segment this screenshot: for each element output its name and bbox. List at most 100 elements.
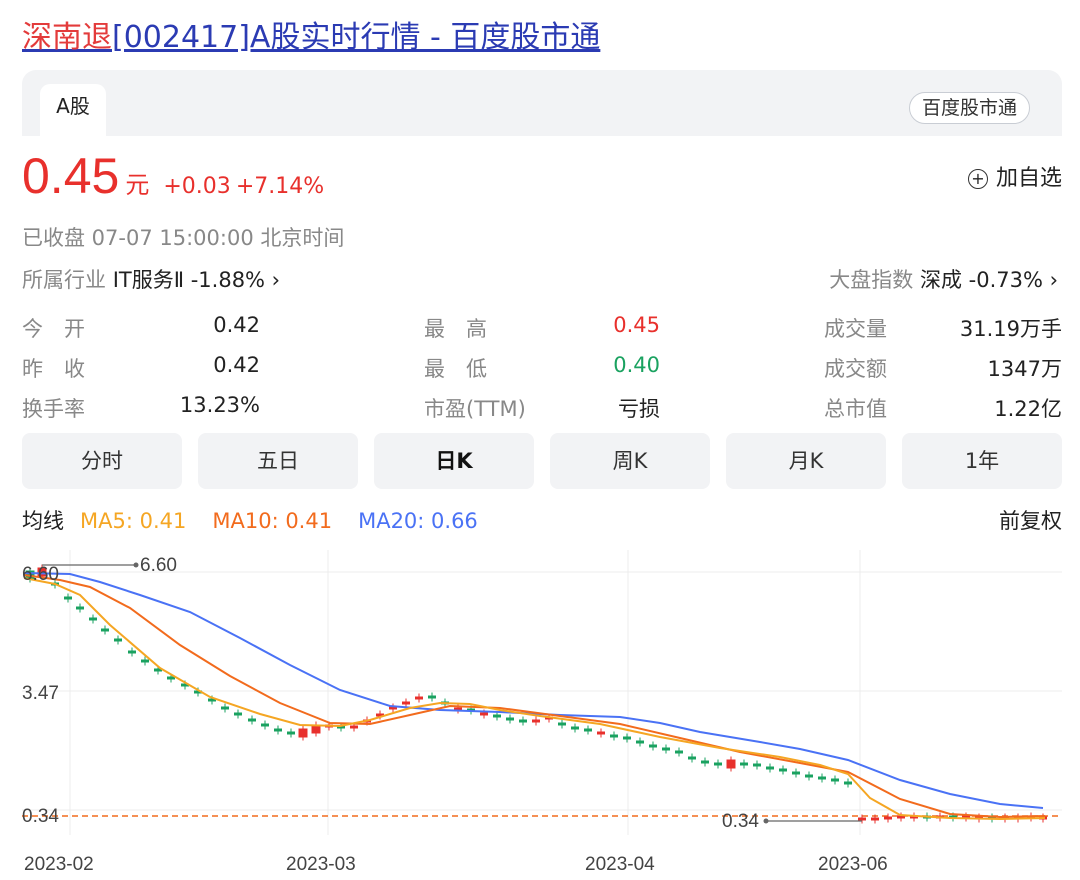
candle bbox=[675, 750, 683, 754]
candle bbox=[298, 728, 308, 738]
grid bbox=[22, 550, 1062, 835]
high-annotation-dot bbox=[133, 562, 139, 568]
candle bbox=[962, 815, 970, 819]
prev-close-label: 昨 收 bbox=[22, 357, 85, 381]
candle bbox=[910, 815, 918, 819]
volume-label: 成交量 bbox=[824, 317, 887, 341]
pe-value: 亏损 bbox=[618, 397, 660, 421]
forward-adjust-toggle[interactable]: 前复权 bbox=[999, 509, 1062, 533]
plus-circle-icon: + bbox=[967, 169, 988, 189]
candle bbox=[493, 714, 501, 718]
ma10-line bbox=[23, 574, 1046, 819]
candle bbox=[454, 707, 462, 711]
candle bbox=[208, 698, 216, 702]
candle bbox=[64, 596, 72, 600]
tab-a-share[interactable]: A股 bbox=[40, 84, 106, 136]
tab-intraday[interactable]: 分时 bbox=[22, 433, 182, 489]
add-favorite-label: 加自选 bbox=[995, 166, 1062, 191]
candle bbox=[274, 728, 282, 732]
candle bbox=[37, 567, 47, 577]
tab-one-year[interactable]: 1年 bbox=[902, 433, 1062, 489]
candle bbox=[871, 817, 879, 821]
market-value: 深成 -0.73% › bbox=[919, 268, 1058, 292]
candle bbox=[844, 781, 852, 785]
tab-daily-k[interactable]: 日K bbox=[374, 433, 534, 489]
low-value: 0.40 bbox=[613, 353, 660, 377]
add-favorite-button[interactable]: + 加自选 bbox=[967, 160, 1062, 192]
candle bbox=[649, 744, 657, 748]
candle bbox=[532, 719, 540, 723]
candle bbox=[101, 628, 109, 632]
candle bbox=[753, 763, 761, 767]
candle bbox=[571, 726, 579, 730]
ma5-line bbox=[23, 577, 1046, 821]
candle bbox=[194, 690, 202, 694]
stock-name[interactable]: 深南退 bbox=[22, 20, 112, 55]
candle bbox=[831, 778, 839, 782]
candle bbox=[740, 762, 748, 766]
industry-value: IT服务Ⅱ -1.88% › bbox=[112, 268, 281, 292]
candle bbox=[89, 617, 97, 621]
amount-value: 1347万 bbox=[987, 357, 1062, 381]
candle bbox=[167, 676, 175, 680]
candle bbox=[714, 762, 722, 766]
candle bbox=[350, 725, 358, 729]
candle bbox=[884, 816, 892, 820]
title-rest[interactable]: [002417]A股实时行情 - 百度股市通 bbox=[112, 20, 601, 55]
period-tabs: 分时 五日 日K 周K 月K 1年 bbox=[22, 433, 1062, 489]
x-tick-label: 2023-06 bbox=[818, 854, 888, 875]
high-annotation-label: 6.60 bbox=[140, 555, 177, 576]
high-label: 最 高 bbox=[424, 317, 487, 341]
candle bbox=[480, 712, 488, 716]
candle bbox=[181, 683, 189, 687]
price-change: +0.03 bbox=[163, 174, 231, 199]
candle bbox=[467, 708, 475, 712]
candle bbox=[818, 776, 826, 780]
pe-label: 市盈(TTM) bbox=[424, 397, 526, 421]
ma20-value: MA20: 0.66 bbox=[358, 509, 478, 533]
candle bbox=[128, 650, 136, 654]
x-tick-label: 2023-02 bbox=[24, 854, 94, 875]
price-change-pct: +7.14% bbox=[235, 174, 325, 199]
ma-label: 均线 bbox=[22, 509, 64, 533]
baidu-stock-pill[interactable]: 百度股市通 bbox=[908, 92, 1030, 124]
tab-weekly-k[interactable]: 周K bbox=[550, 433, 710, 489]
ma-legend: 均线 MA5: 0.41 MA10: 0.41 MA20: 0.66 bbox=[22, 505, 504, 535]
candle bbox=[337, 725, 345, 729]
price-unit: 元 bbox=[125, 171, 150, 199]
candle bbox=[114, 638, 122, 642]
ma5-value: MA5: 0.41 bbox=[80, 509, 187, 533]
x-tick-label: 2023-03 bbox=[286, 854, 356, 875]
candle bbox=[792, 771, 800, 775]
market-status: 已收盘 07-07 15:00:00 北京时间 bbox=[22, 226, 345, 250]
industry-link[interactable]: 所属行业 IT服务Ⅱ -1.88% › bbox=[22, 264, 280, 294]
candle bbox=[415, 696, 423, 700]
candle bbox=[805, 774, 813, 778]
candle bbox=[428, 695, 436, 699]
candle bbox=[389, 706, 397, 710]
tab-monthly-k[interactable]: 月K bbox=[726, 433, 886, 489]
candle bbox=[402, 701, 410, 705]
kline-chart: 6.60 3.47 0.34 2023-02 2023-03 2023-04 2… bbox=[22, 550, 1062, 875]
industry-label: 所属行业 bbox=[22, 268, 106, 292]
candle bbox=[779, 768, 787, 772]
candle bbox=[897, 815, 905, 819]
turnover-label: 换手率 bbox=[22, 397, 85, 421]
candle bbox=[726, 759, 736, 769]
low-label: 最 低 bbox=[424, 357, 487, 381]
candle bbox=[234, 712, 242, 716]
candle bbox=[311, 724, 321, 734]
low-annotation-label: 0.34 bbox=[722, 811, 759, 832]
candle bbox=[858, 817, 866, 821]
price-block: 0.45 元 +0.03 +7.14% bbox=[22, 146, 324, 206]
candle bbox=[519, 719, 527, 723]
low-annotation: 0.34 bbox=[722, 811, 862, 832]
candle bbox=[636, 740, 644, 744]
market-cap-label: 总市值 bbox=[824, 397, 887, 421]
candle bbox=[287, 731, 295, 735]
candle bbox=[610, 734, 618, 738]
market-index-link[interactable]: 大盘指数 深成 -0.73% › bbox=[829, 264, 1058, 294]
page-title[interactable]: 深南退[002417]A股实时行情 - 百度股市通 bbox=[22, 18, 600, 58]
low-annotation-dot bbox=[763, 818, 769, 824]
tab-five-day[interactable]: 五日 bbox=[198, 433, 358, 489]
